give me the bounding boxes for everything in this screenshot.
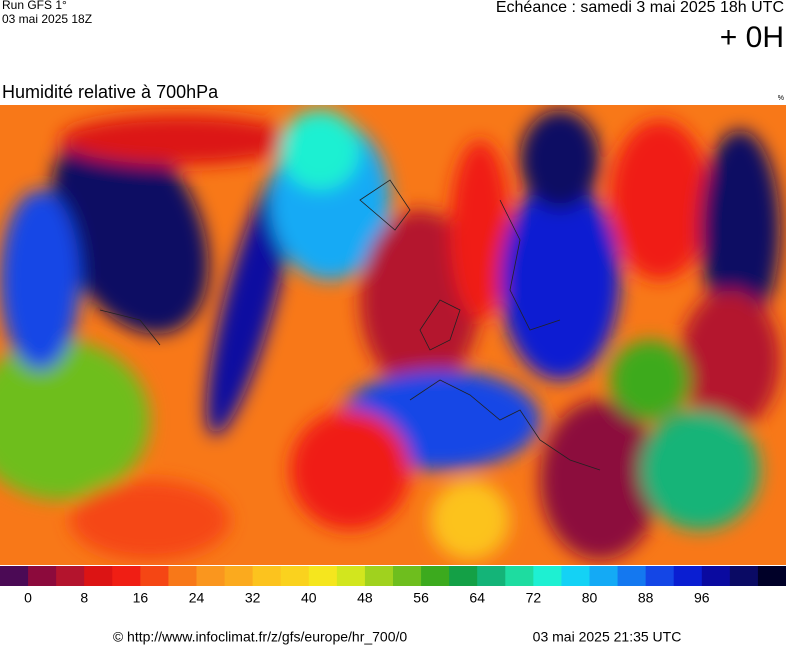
legend-swatch — [196, 566, 226, 586]
unit: % — [778, 95, 784, 102]
legend-swatch — [393, 566, 422, 586]
legend-swatch — [308, 566, 338, 586]
legend-swatch — [533, 566, 562, 586]
legend-swatch — [84, 566, 113, 586]
legend-swatch — [757, 566, 786, 586]
map-title: Humidité relative à 700hPa — [2, 82, 219, 102]
legend-swatch — [589, 566, 619, 586]
legend-swatch — [224, 566, 254, 586]
legend-swatch — [56, 566, 85, 586]
legend-swatch — [112, 566, 141, 586]
timestamp: 03 mai 2025 21:35 UTC — [533, 629, 682, 645]
legend-tick-label: 40 — [301, 590, 317, 606]
legend-swatch — [645, 566, 675, 586]
legend-tick-label: 64 — [469, 590, 485, 606]
legend-swatch — [729, 566, 759, 586]
legend-swatch — [364, 566, 394, 586]
legend-swatch — [168, 566, 197, 586]
legend-tick-label: 24 — [189, 590, 205, 606]
color-legend: 0 8 16 24 32 40 48 56 64 72 80 88 96 — [0, 566, 786, 606]
legend-tick-label: 48 — [357, 590, 373, 606]
legend-swatch — [449, 566, 478, 586]
source-url: © http://www.infoclimat.fr/z/gfs/europe/… — [113, 629, 408, 645]
legend-swatch — [280, 566, 310, 586]
legend-swatch — [140, 566, 169, 586]
legend-tick-label: 8 — [80, 590, 88, 606]
coastlines — [99, 179, 601, 471]
legend-tick-label: 0 — [24, 590, 32, 606]
legend-swatch — [617, 566, 647, 586]
legend-swatch — [252, 566, 282, 586]
legend-swatch — [336, 566, 366, 586]
legend-swatch — [701, 566, 731, 586]
forecast-time: Echéance : samedi 3 mai 2025 18h UTC — [496, 0, 784, 16]
run-label: Run GFS 1° — [2, 0, 67, 12]
legend-tick-label: 80 — [582, 590, 598, 606]
legend-swatch — [0, 566, 29, 586]
run-date: 03 mai 2025 18Z — [2, 12, 92, 26]
legend-tick-label: 72 — [526, 590, 542, 606]
legend-swatch — [505, 566, 534, 586]
legend-tick-label: 32 — [245, 590, 261, 606]
legend-swatch — [28, 566, 57, 586]
legend-tick-label: 56 — [413, 590, 429, 606]
legend-swatch — [421, 566, 450, 586]
humidity-field — [0, 105, 786, 565]
legend-tick-label: 88 — [638, 590, 654, 606]
legend-swatch — [673, 566, 703, 586]
forecast-offset: + 0H — [720, 21, 784, 54]
legend-tick-label: 96 — [694, 590, 710, 606]
legend-swatch — [561, 566, 590, 586]
legend-swatch — [477, 566, 506, 586]
legend-tick-label: 16 — [133, 590, 149, 606]
